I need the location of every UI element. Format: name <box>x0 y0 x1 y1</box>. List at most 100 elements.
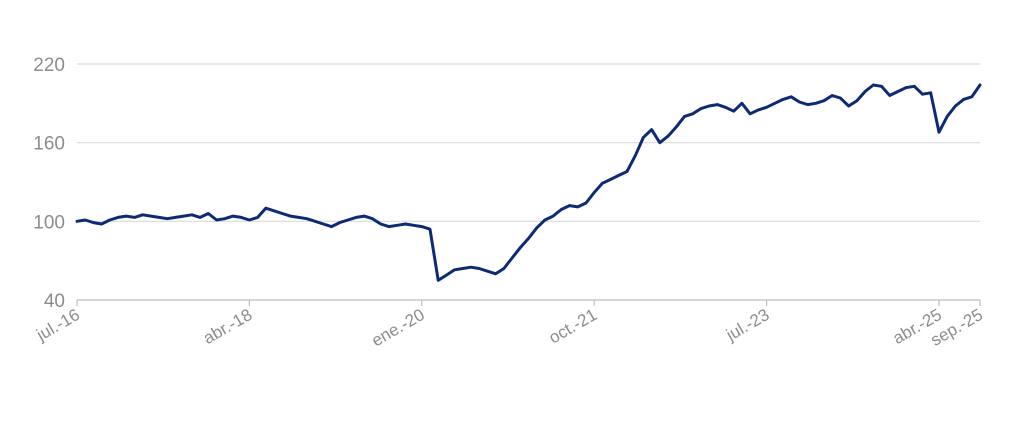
data-point <box>839 97 842 99</box>
data-point <box>478 267 480 270</box>
data-point <box>462 267 464 270</box>
data-point <box>339 222 341 224</box>
data-point <box>412 224 415 226</box>
data-point <box>101 223 103 225</box>
data-point <box>215 219 218 221</box>
x-axis <box>76 299 981 306</box>
data-point <box>84 219 86 221</box>
data-point <box>158 216 160 218</box>
series-layer <box>75 83 982 282</box>
data-point <box>454 269 456 271</box>
data-point <box>536 227 538 229</box>
data-point <box>823 100 825 102</box>
data-point <box>724 106 727 108</box>
gridlines <box>77 63 980 222</box>
data-point <box>667 135 669 137</box>
data-point <box>388 225 390 228</box>
data-point <box>322 223 324 225</box>
data-point <box>371 218 374 220</box>
data-point <box>437 279 439 281</box>
x-axis-tick-labels: jul.-16 abr.-18 ene.-20 oct.-21 jul.-23 abr.-… <box>33 305 986 350</box>
data-point <box>659 142 661 144</box>
data-point <box>257 216 259 218</box>
data-point <box>109 219 111 221</box>
data-point <box>289 215 292 217</box>
data-point <box>503 267 505 270</box>
data-point <box>741 102 743 104</box>
data-point <box>117 216 119 218</box>
data-point <box>380 223 382 225</box>
data-point <box>166 218 168 220</box>
data-point <box>281 212 283 215</box>
data-point <box>962 98 965 100</box>
data-point <box>511 257 513 259</box>
data-point <box>880 85 883 87</box>
data-point <box>519 246 521 249</box>
data-point <box>634 155 636 157</box>
data-point <box>716 104 718 106</box>
data-point <box>133 216 136 218</box>
data-point <box>642 136 645 139</box>
data-point <box>527 237 530 239</box>
data-point <box>577 206 579 208</box>
data-point <box>979 84 981 86</box>
data-point <box>757 109 759 111</box>
data-point <box>921 93 924 95</box>
data-point <box>560 208 562 211</box>
data-point <box>897 90 899 93</box>
data-point <box>125 215 127 217</box>
data-point <box>708 105 710 107</box>
series-line <box>75 83 982 282</box>
data-point <box>404 223 406 225</box>
data-point <box>905 87 907 89</box>
data-point <box>609 178 612 180</box>
y-axis-tick-labels: 40 100 160 220 <box>33 55 65 312</box>
y-tick-label: 160 <box>33 134 65 155</box>
y-tick-label: 40 <box>44 291 65 312</box>
data-point <box>363 215 365 217</box>
data-point <box>815 102 817 104</box>
data-point <box>856 100 858 102</box>
data-point <box>774 102 776 104</box>
data-point <box>790 96 792 98</box>
data-point <box>889 94 891 97</box>
data-point <box>445 274 448 276</box>
data-point <box>330 225 333 228</box>
data-point <box>864 90 866 93</box>
data-point <box>618 174 620 177</box>
data-point <box>421 225 423 228</box>
data-point <box>495 273 497 275</box>
data-point <box>429 228 431 230</box>
data-point <box>765 106 768 108</box>
data-point <box>240 216 242 218</box>
data-point <box>92 222 95 224</box>
data-point <box>651 128 653 131</box>
data-point <box>314 220 316 222</box>
data-point <box>954 105 956 107</box>
data-point <box>675 126 677 128</box>
data-point <box>552 215 554 217</box>
data-point <box>807 104 809 106</box>
data-point <box>930 92 932 94</box>
data-point <box>683 115 686 118</box>
data-point <box>199 216 201 218</box>
data-point <box>298 216 300 218</box>
data-point <box>470 266 472 268</box>
data-point <box>224 218 226 220</box>
data-point <box>946 115 948 118</box>
data-point <box>306 218 308 220</box>
data-point <box>183 215 185 217</box>
data-point <box>848 105 850 107</box>
y-tick-label: 100 <box>33 212 65 233</box>
data-point <box>782 98 784 100</box>
data-point <box>396 224 398 226</box>
x-tick-label: jul.-23 <box>722 305 772 345</box>
data-point <box>692 113 694 115</box>
data-point <box>265 207 267 209</box>
data-point <box>355 216 357 218</box>
data-point <box>174 216 177 218</box>
data-point <box>971 96 973 98</box>
data-point <box>142 214 144 216</box>
